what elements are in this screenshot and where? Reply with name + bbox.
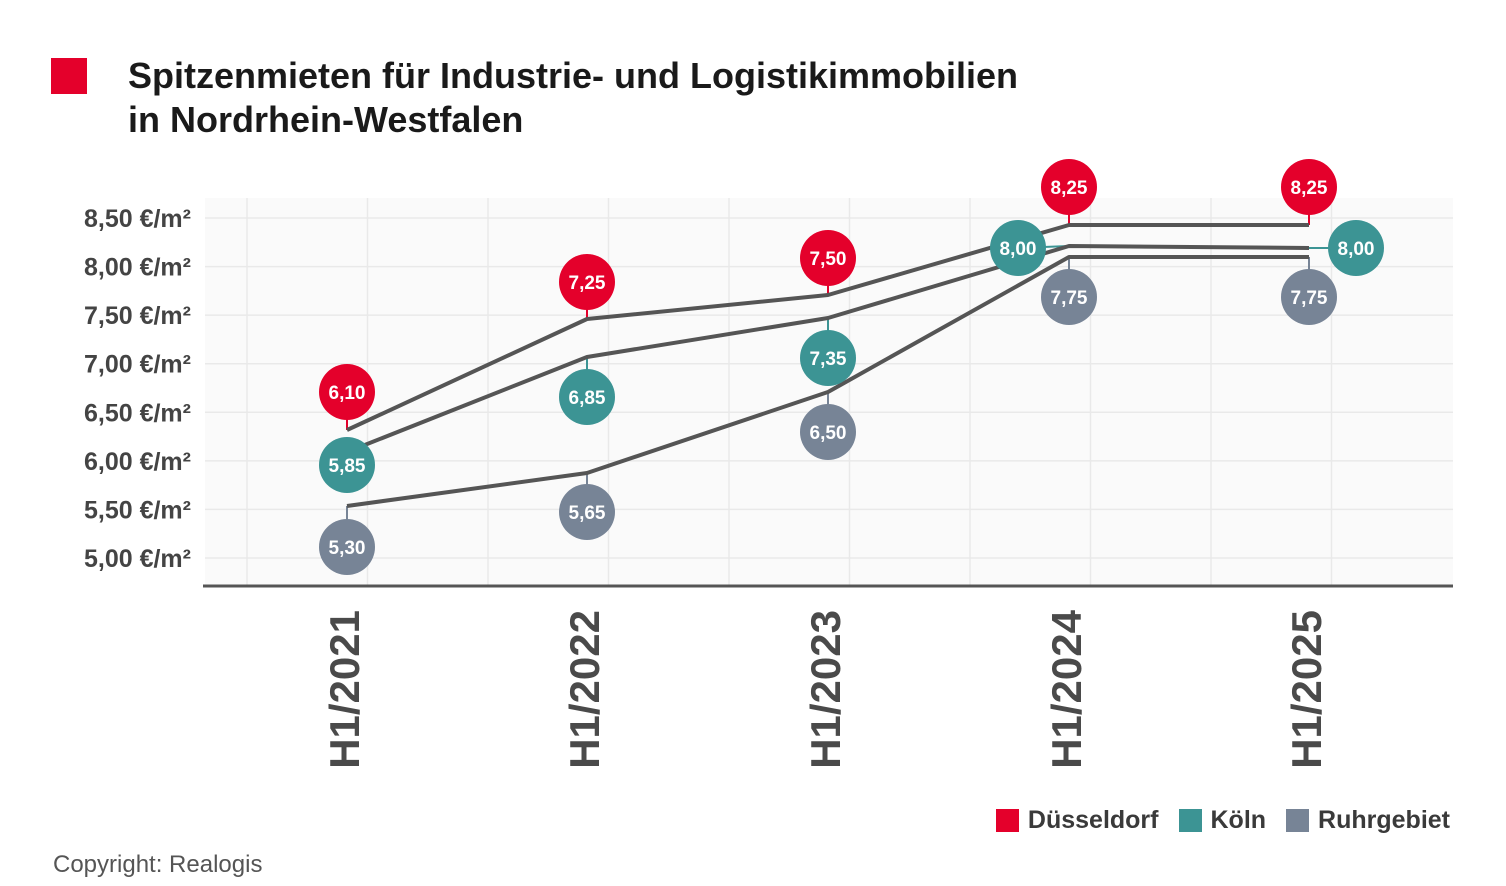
data-label-koeln-1: 6,85 xyxy=(569,388,606,409)
data-point-ruhrgebiet-h1-2022 xyxy=(559,484,615,540)
data-label-duesseldorf-1: 7,25 xyxy=(569,273,606,294)
data-label-duesseldorf-0: 6,10 xyxy=(329,383,366,404)
data-label-ruhrgebiet-1: 5,65 xyxy=(569,503,606,524)
y-tick-label-0: 8,50 €/m² xyxy=(84,205,191,233)
x-tick-label-h1-2023: H1/2023 xyxy=(802,610,849,769)
chart-legend: Düsseldorf Köln Ruhrgebiet xyxy=(995,806,1450,835)
data-point-koeln-h1-2025 xyxy=(1328,220,1384,276)
legend-swatch-koeln xyxy=(1178,809,1202,832)
copyright-notice: Copyright: Realogis xyxy=(53,851,263,878)
legend-swatch-ruhrgebiet xyxy=(1286,809,1310,832)
y-tick-label-6: 5,50 €/m² xyxy=(84,496,191,524)
y-tick-label-5: 6,00 €/m² xyxy=(84,448,191,476)
y-axis-tick-labels: 8,50 €/m² 8,00 €/m² 7,50 €/m² 7,00 €/m² 6,50… xyxy=(84,205,191,573)
chart-title-line-2: in Nordrhein-Westfalen xyxy=(128,99,524,140)
data-point-ruhrgebiet-h1-2021 xyxy=(319,519,375,575)
data-label-duesseldorf-3: 8,25 xyxy=(1051,178,1088,199)
legend-item-duesseldorf: Düsseldorf xyxy=(995,806,1159,835)
data-point-koeln-h1-2024 xyxy=(990,220,1046,276)
y-tick-label-7: 5,00 €/m² xyxy=(84,545,191,573)
series-line-duesseldorf xyxy=(346,223,1309,432)
data-label-koeln-2: 7,35 xyxy=(810,349,847,370)
x-tick-label-h1-2025: H1/2025 xyxy=(1283,610,1330,769)
chart-title-line-1: Spitzenmieten für Industrie- und Logisti… xyxy=(128,55,1019,96)
series-lines xyxy=(346,223,1310,508)
x-tick-label-h1-2024: H1/2024 xyxy=(1043,609,1090,768)
data-label-koeln-0: 5,85 xyxy=(329,456,366,477)
data-point-ruhrgebiet-h1-2025 xyxy=(1281,269,1337,325)
line-chart: 8,50 €/m² 8,00 €/m² 7,50 €/m² 7,00 €/m² 6,50… xyxy=(84,159,1453,769)
y-tick-label-1: 8,00 €/m² xyxy=(84,254,191,282)
x-tick-label-h1-2021: H1/2021 xyxy=(321,610,368,769)
legend-swatch-duesseldorf xyxy=(995,809,1019,832)
data-label-ruhrgebiet-3: 7,75 xyxy=(1051,288,1088,309)
series-line-ruhrgebiet xyxy=(346,255,1309,508)
legend-label-koeln: Köln xyxy=(1210,806,1267,834)
data-label-bubbles: 6,10 7,25 7,50 8,25 8,25 5,85 6,85 7,35 8,00 8,00… xyxy=(319,159,1384,575)
legend-item-ruhrgebiet: Ruhrgebiet xyxy=(1286,806,1450,835)
data-point-duesseldorf-h1-2022 xyxy=(559,254,615,310)
y-tick-label-2: 7,50 €/m² xyxy=(84,302,191,330)
data-point-koeln-h1-2023 xyxy=(800,330,856,386)
data-label-koeln-3: 8,00 xyxy=(1000,239,1037,260)
data-point-ruhrgebiet-h1-2024 xyxy=(1041,269,1097,325)
legend-label-ruhrgebiet: Ruhrgebiet xyxy=(1318,806,1450,834)
y-tick-label-3: 7,00 €/m² xyxy=(84,351,191,379)
chart-title: Spitzenmieten für Industrie- und Logisti… xyxy=(128,54,1278,142)
title-marker xyxy=(51,58,87,94)
data-label-koeln-4: 8,00 xyxy=(1338,239,1375,260)
y-tick-label-4: 6,50 €/m² xyxy=(84,399,191,427)
data-label-ruhrgebiet-0: 5,30 xyxy=(329,538,366,559)
legend-label-duesseldorf: Düsseldorf xyxy=(1027,806,1159,834)
data-point-koeln-h1-2021 xyxy=(319,437,375,493)
series-line-koeln xyxy=(346,244,1310,454)
data-label-ruhrgebiet-2: 6,50 xyxy=(810,423,847,444)
data-point-duesseldorf-h1-2021 xyxy=(319,364,375,420)
data-point-ruhrgebiet-h1-2023 xyxy=(800,404,856,460)
legend-item-koeln: Köln xyxy=(1178,806,1267,835)
data-label-duesseldorf-4: 8,25 xyxy=(1291,178,1328,199)
data-point-duesseldorf-h1-2025 xyxy=(1281,159,1337,215)
data-point-koeln-h1-2022 xyxy=(559,369,615,425)
x-tick-label-h1-2022: H1/2022 xyxy=(561,610,608,769)
data-point-duesseldorf-h1-2024 xyxy=(1041,159,1097,215)
data-label-ruhrgebiet-4: 7,75 xyxy=(1291,288,1328,309)
data-label-duesseldorf-2: 7,50 xyxy=(810,249,847,270)
data-point-duesseldorf-h1-2023 xyxy=(800,230,856,286)
x-axis-tick-labels: H1/2021 H1/2022 H1/2023 H1/2024 H1/2025 xyxy=(321,609,1330,768)
